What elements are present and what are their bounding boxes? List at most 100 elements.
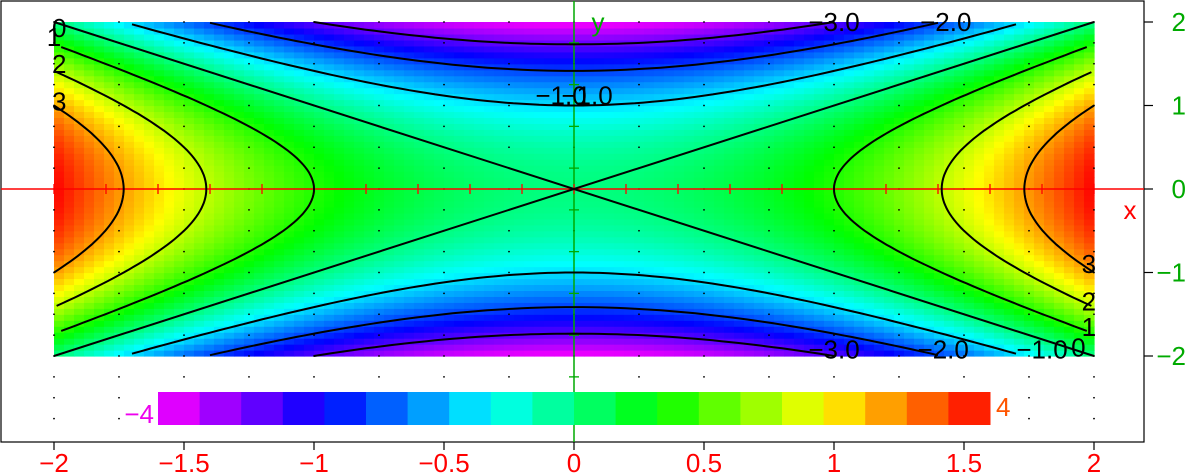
heatmap-cell (734, 266, 745, 274)
heatmap-cell (924, 230, 935, 238)
heatmap-cell (684, 194, 695, 202)
heatmap-cell (504, 224, 515, 232)
heatmap-cell (494, 75, 505, 83)
heatmap-cell (704, 332, 715, 339)
heatmap-cell (354, 129, 365, 136)
heatmap-cell (634, 75, 645, 83)
heatmap-cell (104, 171, 115, 178)
heatmap-cell (54, 200, 65, 208)
heatmap-cell (434, 194, 445, 202)
heatmap-cell (484, 194, 495, 202)
heatmap-cell (294, 141, 305, 148)
heatmap-cell (244, 99, 255, 107)
heatmap-cell (784, 22, 795, 29)
heatmap-cell (754, 99, 765, 107)
heatmap-cell (774, 63, 785, 71)
heatmap-cell (494, 27, 505, 35)
heatmap-cell (644, 33, 655, 41)
heatmap-cell (874, 308, 885, 315)
heatmap-cell (344, 338, 355, 345)
heatmap-cell (154, 129, 165, 136)
heatmap-cell (74, 236, 85, 244)
heatmap-cell (734, 344, 745, 351)
heatmap-cell (244, 218, 255, 226)
heatmap-cell (644, 105, 655, 113)
heatmap-cell (544, 338, 555, 345)
heatmap-cell (614, 284, 625, 291)
heatmap-cell (314, 57, 325, 65)
heatmap-cell (114, 159, 125, 166)
heatmap-cell (394, 93, 405, 101)
heatmap-cell (404, 248, 415, 256)
heatmap-cell (864, 63, 875, 71)
heatmap-cell (904, 45, 915, 53)
heatmap-cell (144, 57, 155, 65)
heatmap-cell (904, 171, 915, 178)
heatmap-cell (484, 57, 495, 65)
heatmap-cell (734, 117, 745, 124)
heatmap-cell (254, 350, 265, 357)
heatmap-cell (694, 308, 705, 315)
heatmap-cell (224, 93, 235, 101)
heatmap-cell (454, 314, 465, 321)
heatmap-cell (854, 27, 865, 35)
heatmap-cell (254, 290, 265, 297)
heatmap-cell (104, 302, 115, 309)
heatmap-cell (284, 230, 295, 238)
heatmap-cell (494, 338, 505, 345)
heatmap-cell (724, 290, 735, 297)
heatmap-cell (794, 338, 805, 345)
heatmap-cell (824, 171, 835, 178)
heatmap-cell (374, 105, 385, 113)
heatmap-cell (344, 302, 355, 309)
heatmap-cell (644, 260, 655, 268)
heatmap-cell (314, 338, 325, 345)
heatmap-cell (494, 159, 505, 166)
heatmap-cell (524, 326, 535, 333)
heatmap-cell (564, 212, 575, 220)
heatmap-cell (924, 117, 935, 124)
heatmap-cell (264, 320, 275, 327)
heatmap-cell (784, 338, 795, 345)
heatmap-cell (404, 278, 415, 286)
heatmap-cell (164, 350, 175, 357)
heatmap-cell (554, 278, 565, 286)
heatmap-cell (204, 39, 215, 47)
heatmap-cell (724, 260, 735, 268)
heatmap-cell (384, 57, 395, 65)
heatmap-cell (434, 338, 445, 345)
heatmap-cell (694, 123, 705, 130)
heatmap-cell (234, 33, 245, 41)
heatmap-cell (344, 135, 355, 142)
heatmap-cell (914, 177, 925, 184)
heatmap-cell (84, 206, 95, 214)
heatmap-cell (904, 99, 915, 107)
heatmap-cell (54, 117, 65, 124)
heatmap-cell (634, 242, 645, 250)
heatmap-cell (834, 254, 845, 262)
heatmap-cell (834, 129, 845, 136)
heatmap-cell (84, 326, 95, 333)
heatmap-cell (404, 117, 415, 124)
heatmap-cell (414, 33, 425, 41)
heatmap-cell (684, 105, 695, 113)
heatmap-cell (314, 254, 325, 262)
heatmap-cell (614, 218, 625, 226)
heatmap-cell (184, 284, 195, 291)
heatmap-cell (734, 27, 745, 35)
heatmap-cell (474, 123, 485, 130)
heatmap-cell (174, 314, 185, 321)
heatmap-cell (484, 45, 495, 53)
heatmap-cell (544, 69, 555, 77)
heatmap-cell (714, 87, 725, 95)
heatmap-cell (924, 206, 935, 214)
heatmap-cell (634, 218, 645, 226)
heatmap-cell (364, 111, 375, 119)
heatmap-cell (644, 183, 655, 190)
heatmap-cell (744, 99, 755, 107)
heatmap-cell (594, 314, 605, 321)
heatmap-cell (534, 111, 545, 119)
heatmap-cell (334, 177, 345, 184)
heatmap-cell (764, 69, 775, 77)
heatmap-cell (494, 248, 505, 256)
